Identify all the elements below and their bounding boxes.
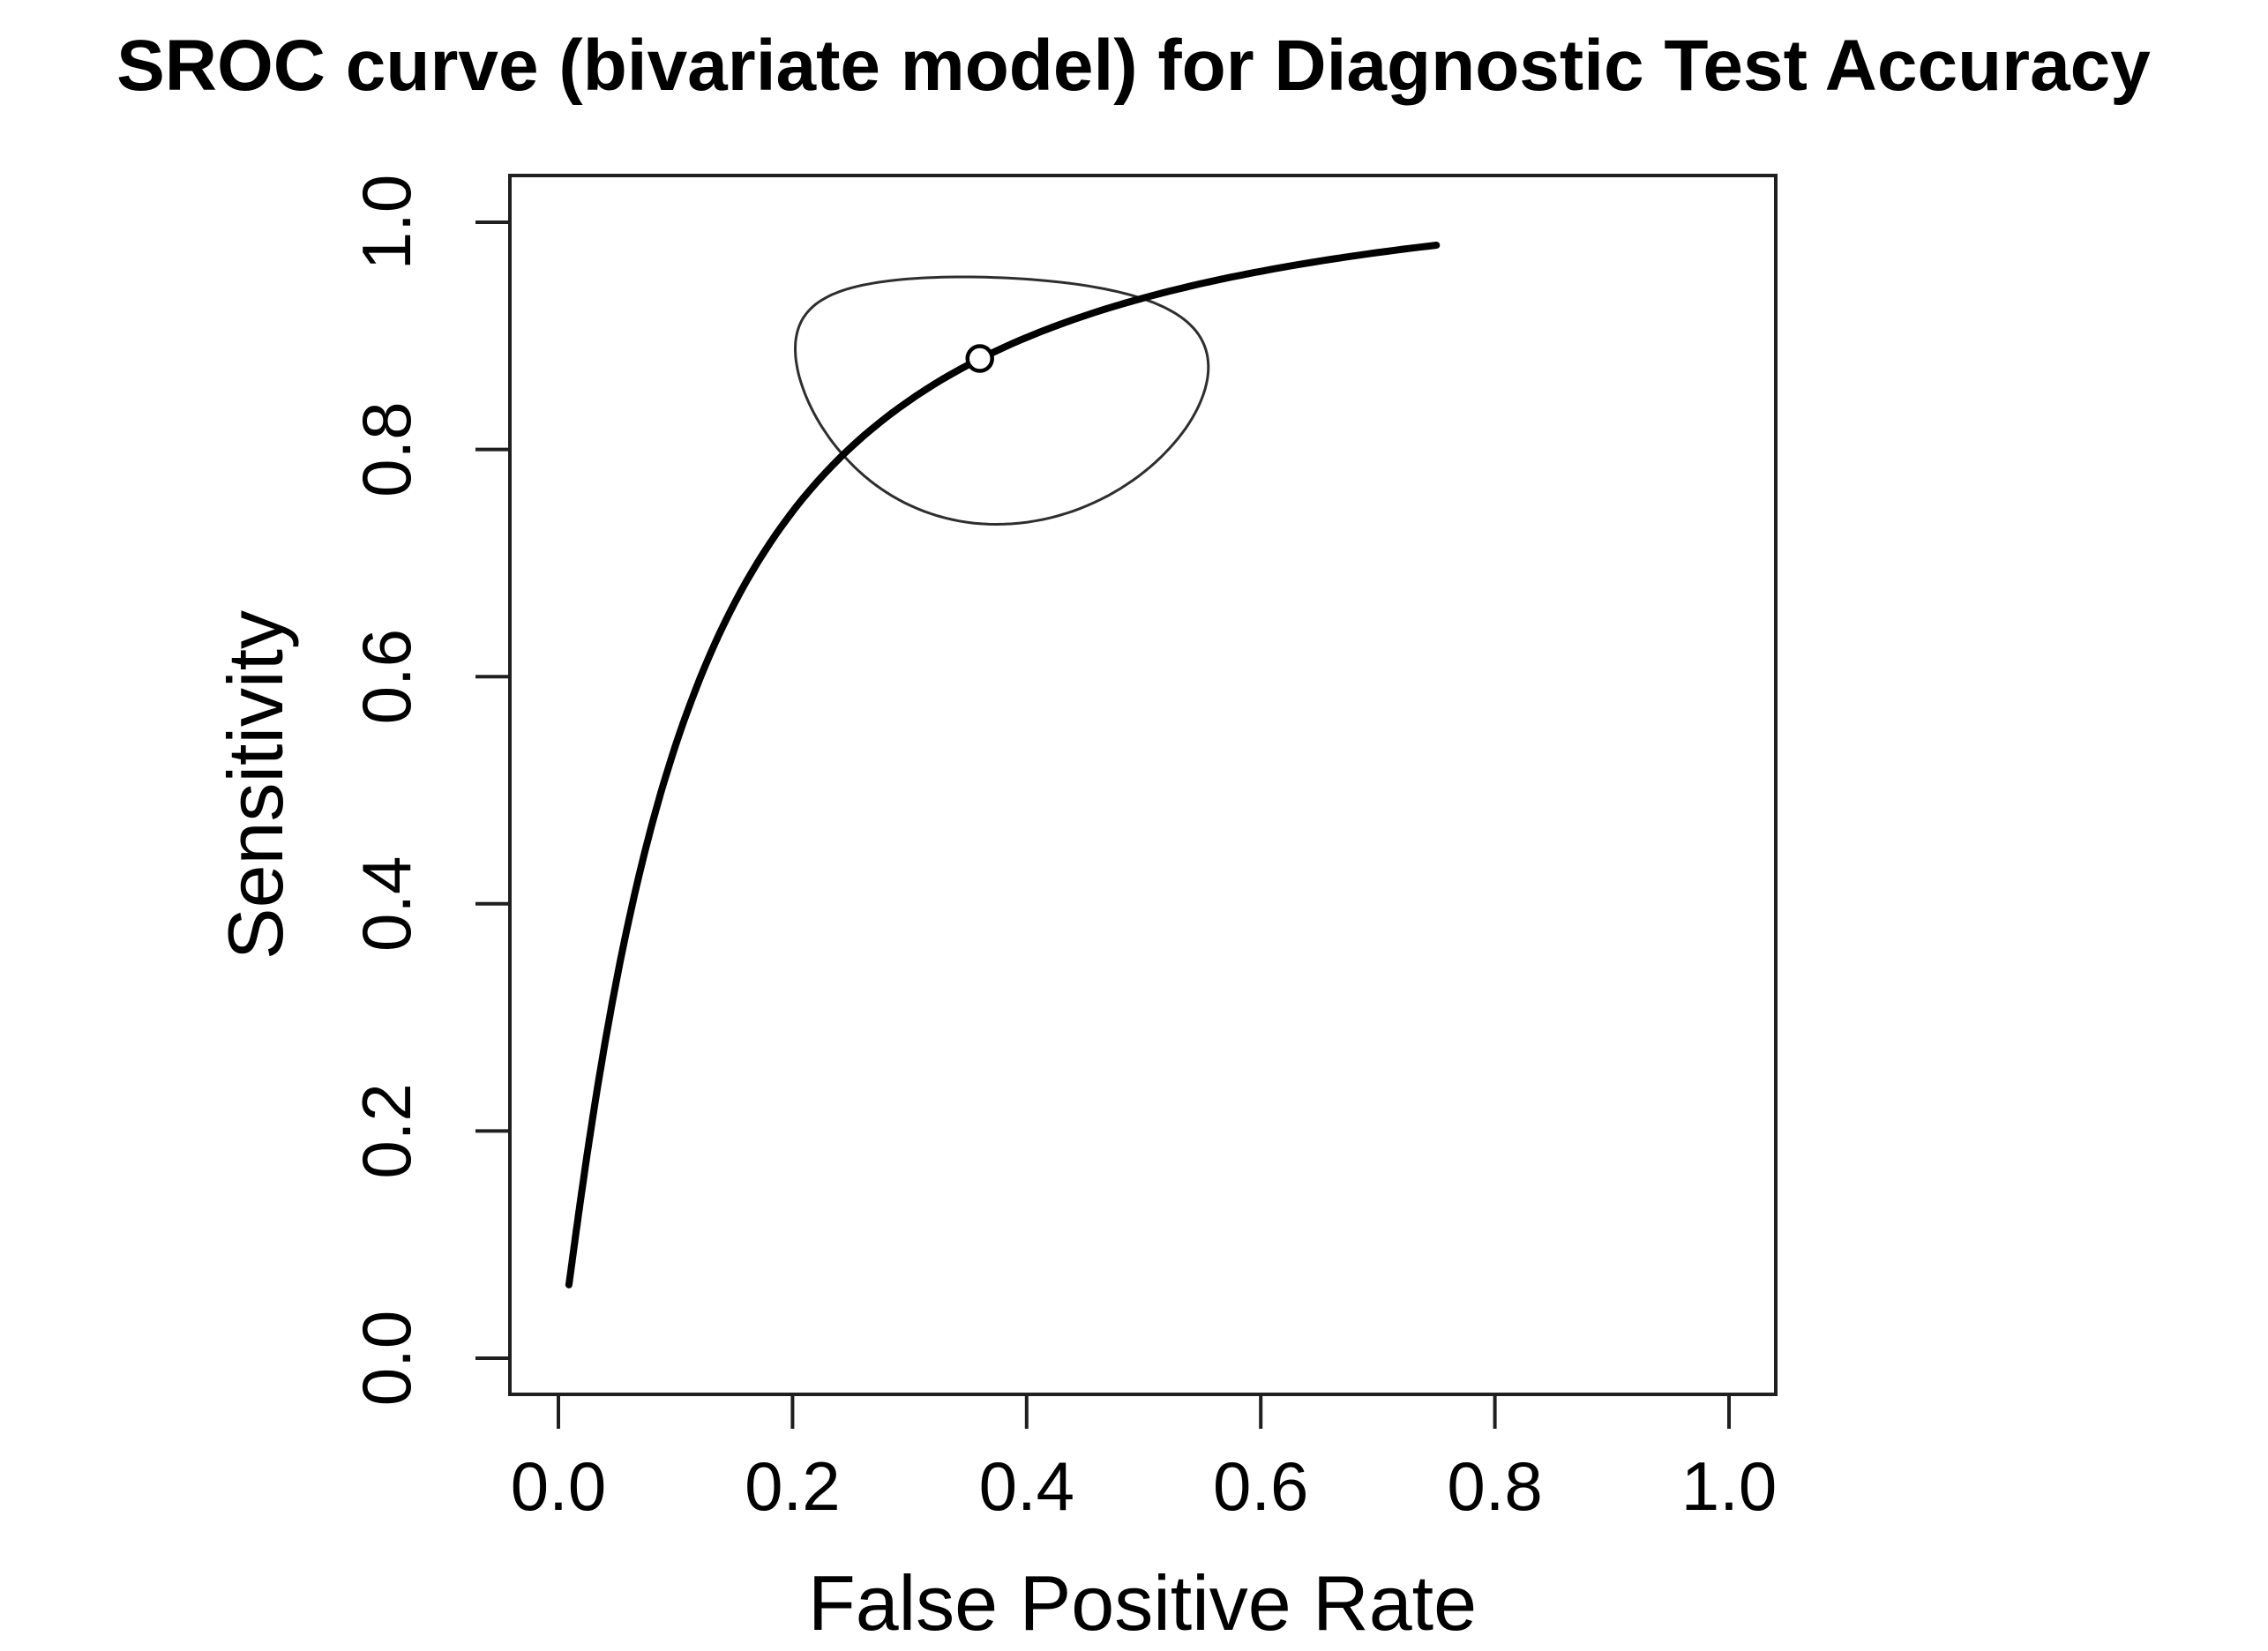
y-axis: 0.0 0.2 0.4 0.6 0.8 1.0 bbox=[348, 175, 510, 1406]
plot-box bbox=[508, 174, 1778, 1396]
x-tick-label: 0.2 bbox=[745, 1447, 840, 1525]
chart-title: SROC curve (bivariate model) for Diagnos… bbox=[116, 26, 2151, 106]
sroc-curve bbox=[565, 242, 1441, 1289]
x-tick-label: 0.0 bbox=[511, 1447, 606, 1525]
x-axis-label: False Positive Rate bbox=[808, 1559, 1477, 1647]
y-tick-label: 0.4 bbox=[348, 856, 425, 952]
y-tick-label: 1.0 bbox=[348, 175, 425, 270]
x-tick-label: 1.0 bbox=[1681, 1447, 1777, 1525]
y-tick-label: 0.8 bbox=[348, 401, 425, 497]
y-axis-label: Sensitivity bbox=[212, 610, 299, 960]
confidence-ellipse bbox=[793, 275, 1210, 527]
x-tick-label: 0.6 bbox=[1213, 1447, 1308, 1525]
x-tick-label: 0.8 bbox=[1447, 1447, 1542, 1525]
y-tick-label: 0.2 bbox=[348, 1083, 425, 1178]
y-tick-label: 0.6 bbox=[348, 629, 425, 724]
x-tick-label: 0.4 bbox=[979, 1447, 1074, 1525]
x-axis: 0.0 0.2 0.4 0.6 0.8 1.0 bbox=[511, 1394, 1777, 1525]
summary-point-marker bbox=[965, 344, 994, 373]
y-tick-label: 0.0 bbox=[348, 1311, 425, 1406]
